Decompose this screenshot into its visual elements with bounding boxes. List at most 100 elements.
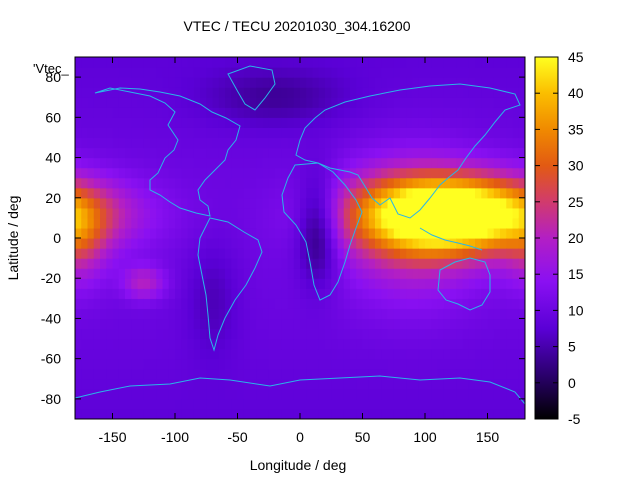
heatmap-cell — [468, 368, 476, 380]
heatmap-cell — [293, 348, 301, 360]
y-tick-label: 40 — [45, 150, 61, 166]
heatmap-cell — [168, 137, 176, 149]
heatmap-cell — [356, 187, 364, 199]
heatmap-cell — [150, 278, 157, 289]
heatmap-cell — [256, 408, 264, 419]
heatmap-cell — [187, 328, 195, 340]
heatmap-cell — [81, 187, 89, 199]
heatmap-cell — [75, 308, 82, 320]
heatmap-cell — [187, 227, 195, 239]
heatmap-cell — [175, 238, 182, 249]
heatmap-cell — [512, 77, 520, 88]
heatmap-cell — [487, 388, 495, 400]
heatmap-cell — [362, 157, 370, 169]
heatmap-cell — [381, 278, 389, 289]
heatmap-cell — [368, 358, 376, 370]
heatmap-cell — [443, 177, 451, 189]
heatmap-cell — [437, 157, 445, 169]
heatmap-cell — [81, 197, 89, 209]
heatmap-cell — [493, 117, 501, 128]
heatmap-cell — [512, 157, 520, 169]
heatmap-cell — [243, 157, 251, 169]
heatmap-cell — [193, 187, 201, 199]
heatmap-cell — [231, 57, 239, 68]
heatmap-cell — [406, 187, 414, 199]
heatmap-cell — [400, 288, 407, 299]
heatmap-cell — [393, 258, 401, 269]
heatmap-cell — [175, 177, 182, 189]
heatmap-cell — [343, 358, 351, 370]
heatmap-cell — [212, 147, 220, 159]
heatmap-cell — [112, 398, 120, 410]
heatmap-cell — [462, 107, 470, 118]
heatmap-cell — [287, 328, 295, 340]
heatmap-cell — [450, 258, 457, 269]
heatmap-cell — [400, 298, 407, 309]
heatmap-cell — [256, 197, 264, 209]
heatmap-cell — [250, 157, 257, 169]
heatmap-cell — [100, 348, 107, 360]
heatmap-cell — [293, 338, 301, 350]
heatmap-cell — [162, 207, 170, 219]
heatmap-cell — [493, 157, 501, 169]
heatmap-cell — [431, 137, 439, 149]
heatmap-cell — [456, 147, 464, 159]
heatmap-cell — [281, 97, 289, 108]
heatmap-cell — [356, 107, 364, 118]
heatmap-cell — [331, 278, 339, 289]
heatmap-cell — [275, 298, 282, 309]
heatmap-cell — [437, 258, 445, 269]
heatmap-cell — [150, 137, 157, 149]
heatmap-cell — [193, 358, 201, 370]
x-axis: -150 -100 -50 0 50 100 150 — [98, 57, 499, 445]
heatmap-cell — [106, 97, 114, 108]
heatmap-cell — [168, 398, 176, 410]
heatmap-cell — [493, 348, 501, 360]
heatmap-cell — [125, 157, 132, 169]
heatmap-cell — [162, 308, 170, 320]
heatmap-cell — [181, 258, 189, 269]
heatmap-cell — [381, 117, 389, 128]
heatmap-cell — [156, 278, 164, 289]
heatmap-cell — [100, 368, 107, 380]
heatmap-cell — [281, 177, 289, 189]
heatmap-cell — [100, 388, 107, 400]
heatmap-cell — [87, 137, 95, 149]
heatmap-cell — [243, 67, 251, 78]
heatmap-cell — [256, 167, 264, 179]
heatmap-cell — [181, 298, 189, 309]
heatmap-cell — [456, 278, 464, 289]
heatmap-cell — [475, 67, 482, 78]
heatmap-cell — [293, 358, 301, 370]
heatmap-cell — [118, 298, 126, 309]
heatmap-cell — [500, 177, 507, 189]
heatmap-cell — [200, 348, 207, 360]
heatmap-cell — [375, 147, 382, 159]
heatmap-cell — [418, 358, 426, 370]
heatmap-cell — [81, 268, 89, 279]
heatmap-cell — [231, 67, 239, 78]
heatmap-cell — [368, 388, 376, 400]
heatmap-cell — [375, 137, 382, 149]
heatmap-cell — [343, 87, 351, 98]
heatmap-cell — [287, 258, 295, 269]
heatmap-cell — [462, 238, 470, 249]
heatmap-cell — [437, 227, 445, 239]
heatmap-cell — [193, 107, 201, 118]
heatmap-cell — [512, 338, 520, 350]
heatmap-cell — [281, 77, 289, 88]
heatmap-cell — [418, 107, 426, 118]
heatmap-cell — [462, 177, 470, 189]
heatmap-cell — [112, 298, 120, 309]
heatmap-cell — [418, 258, 426, 269]
heatmap-cell — [406, 388, 414, 400]
heatmap-cell — [100, 107, 107, 118]
heatmap-cell — [156, 197, 164, 209]
heatmap-cell — [131, 117, 139, 128]
heatmap-cell — [118, 117, 126, 128]
heatmap-cell — [75, 368, 82, 380]
heatmap-cell — [75, 87, 82, 98]
heatmap-cell — [343, 348, 351, 360]
heatmap-cell — [300, 378, 307, 390]
heatmap-cell — [150, 248, 157, 259]
